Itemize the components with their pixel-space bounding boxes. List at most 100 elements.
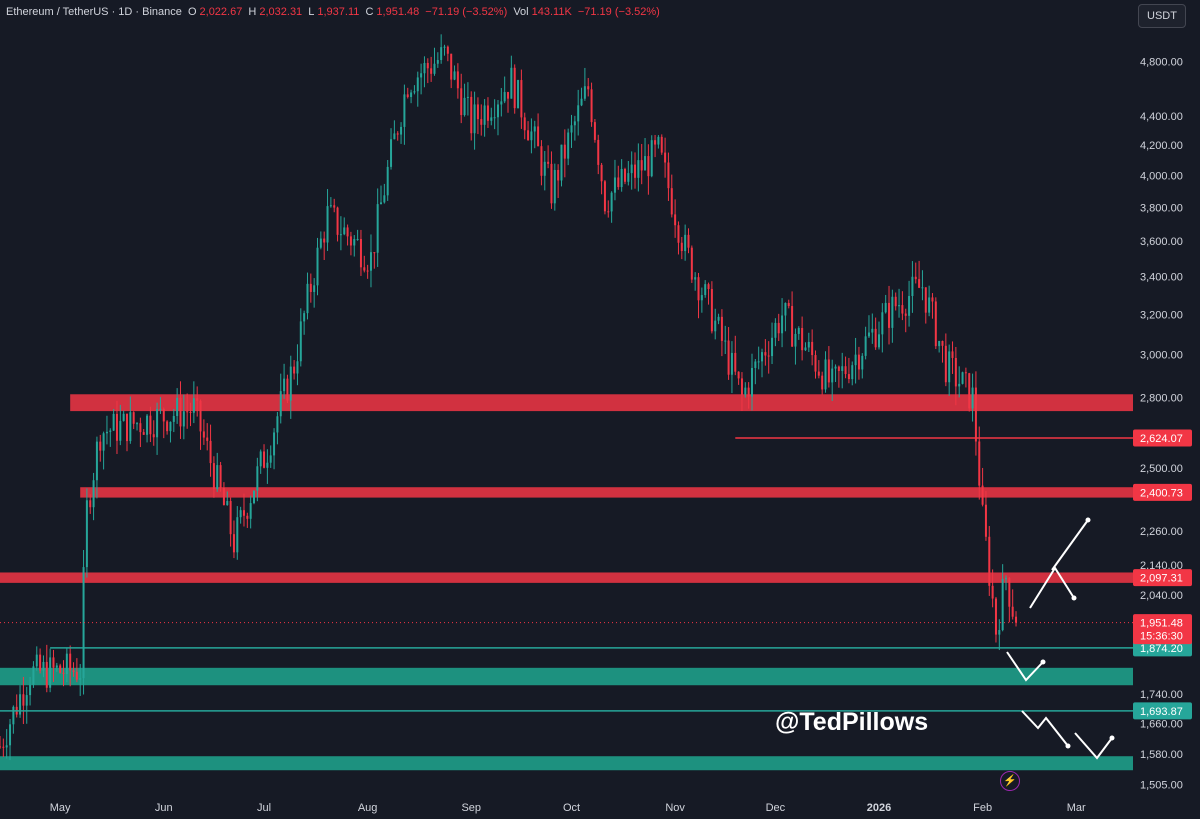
candle-body	[717, 316, 720, 321]
candle-body	[954, 357, 957, 387]
y-tick-label: 2,800.00	[1140, 393, 1183, 405]
candle-body	[446, 46, 449, 54]
currency-button[interactable]: USDT	[1138, 4, 1186, 28]
candle-body	[423, 62, 426, 74]
candle-body	[740, 378, 743, 395]
candle-body	[744, 387, 747, 395]
candle-body	[139, 423, 142, 433]
candle-body	[881, 312, 884, 335]
candle-body	[550, 163, 553, 204]
candle-body	[486, 105, 489, 121]
symbol-title[interactable]: Ethereum / TetherUS · 1D · Binance	[6, 6, 182, 18]
candle-body	[690, 247, 693, 280]
candle-body	[115, 413, 118, 441]
x-tick-label: Feb	[973, 802, 992, 814]
candle-body	[400, 126, 403, 135]
y-tick-label: 3,800.00	[1140, 202, 1183, 214]
candle-body	[898, 305, 901, 307]
candle-body	[700, 295, 703, 301]
level-price-label-bg	[1133, 429, 1192, 447]
lightning-icon[interactable]: ⚡	[1000, 771, 1020, 791]
candle-body	[871, 328, 874, 333]
candle-body	[613, 177, 616, 193]
candle-body	[844, 366, 847, 375]
candle-body	[373, 252, 376, 254]
candle-body	[958, 383, 961, 387]
candle-body	[95, 441, 98, 481]
y-tick-label: 1,505.00	[1140, 780, 1183, 792]
candle-body	[824, 359, 827, 390]
candle-body	[366, 270, 369, 272]
y-tick-label: 4,000.00	[1140, 170, 1183, 182]
candle-body	[396, 133, 399, 135]
candle-body	[507, 92, 510, 99]
close-label: C	[365, 6, 374, 18]
candle-body	[246, 515, 249, 519]
candle-body	[530, 131, 533, 141]
candle-body	[794, 333, 797, 347]
candle-body	[727, 340, 730, 375]
candle-body	[242, 510, 245, 516]
resistance-zone	[70, 394, 1134, 412]
candle-body	[232, 534, 235, 553]
candle-body	[293, 366, 296, 374]
candle-body	[854, 354, 857, 366]
candle-body	[75, 671, 78, 680]
candle-body	[269, 455, 272, 463]
candle-body	[730, 352, 733, 375]
x-tick-label: Aug	[358, 802, 378, 814]
candle-body	[309, 283, 312, 292]
candle-body	[316, 247, 319, 286]
low-value: 1,937.11	[317, 6, 360, 18]
y-tick-label: 2,500.00	[1140, 463, 1183, 475]
high-label: H	[248, 6, 257, 18]
candle-body	[968, 373, 971, 409]
candle-body	[52, 657, 55, 668]
resistance-zone	[0, 572, 1133, 583]
candle-body	[249, 503, 252, 519]
candle-body	[85, 500, 88, 568]
candle-body	[369, 252, 372, 271]
candle-body	[192, 398, 195, 413]
vol-value: 143.11K	[531, 6, 572, 18]
candle-body	[1001, 578, 1004, 631]
candle-body	[82, 567, 85, 679]
candle-body	[891, 296, 894, 328]
candle-body	[102, 433, 105, 451]
candle-body	[436, 60, 439, 64]
candle-body	[597, 139, 600, 165]
candle-body	[119, 420, 122, 441]
candle-body	[807, 341, 810, 348]
candle-body	[263, 451, 266, 468]
candle-body	[256, 466, 259, 491]
candle-body	[1008, 578, 1011, 607]
candle-body	[974, 387, 977, 442]
candle-body	[430, 68, 433, 74]
candle-body	[784, 302, 787, 316]
y-tick-label: 4,800.00	[1140, 57, 1183, 69]
candle-body	[276, 416, 279, 433]
candle-body	[306, 283, 309, 314]
candle-body	[279, 391, 282, 417]
candle-body	[567, 132, 570, 159]
candle-body	[781, 315, 784, 334]
candle-body	[426, 62, 429, 69]
candle-body	[670, 188, 673, 215]
x-tick-label: Jul	[257, 802, 271, 814]
candle-body	[791, 306, 794, 347]
candle-body	[219, 465, 222, 488]
candle-body	[186, 411, 189, 413]
candle-body	[383, 195, 386, 203]
candle-body	[32, 666, 35, 685]
candle-body	[667, 162, 670, 189]
candle-body	[981, 485, 984, 505]
candle-body	[547, 161, 550, 164]
candle-body	[857, 354, 860, 370]
candle-body	[142, 432, 145, 435]
y-tick-label: 1,660.00	[1140, 718, 1183, 730]
x-tick-label: May	[50, 802, 71, 814]
candle-body	[199, 400, 202, 432]
projection-arrow	[1074, 732, 1113, 760]
candle-body	[517, 80, 520, 109]
